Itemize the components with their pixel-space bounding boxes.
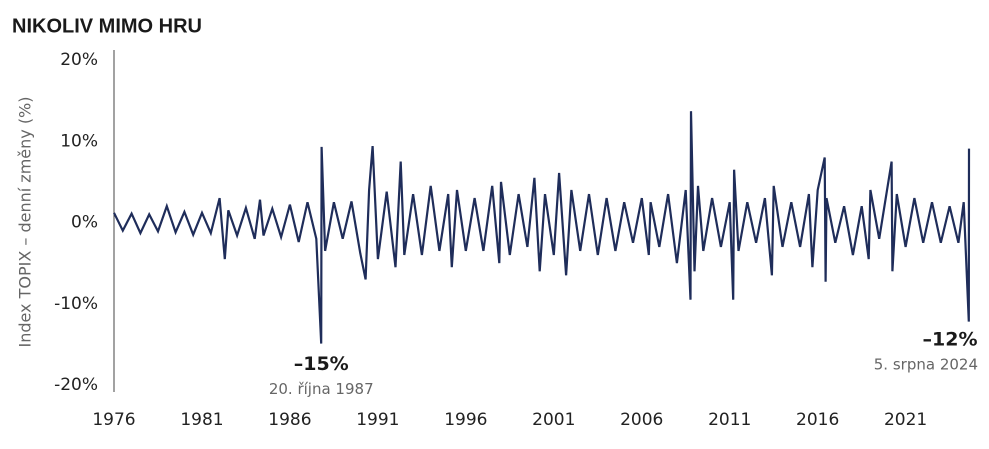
y-tick-label: 20% [60,50,98,70]
x-tick-label: 2006 [620,410,663,430]
annotation-value: –15% [294,353,349,375]
annotation-date: 5. srpna 2024 [874,356,978,374]
y-tick-label: -10% [54,294,98,314]
x-tick-label: 2001 [532,410,575,430]
x-tick-label: 1981 [180,410,223,430]
y-tick-label: 0% [71,213,98,233]
y-tick-label: 10% [60,131,98,151]
x-tick-label: 2016 [796,410,839,430]
y-tick-label: -20% [54,375,98,395]
x-tick-label: 1976 [92,410,135,430]
x-tick-label: 2021 [884,410,927,430]
x-tick-label: 1986 [268,410,311,430]
x-tick-label: 1991 [356,410,399,430]
x-tick-label: 1996 [444,410,487,430]
y-axis-label: Index TOPIX – denní změny (%) [16,96,35,347]
annotation-value: –12% [923,329,978,351]
x-tick-label: 2011 [708,410,751,430]
series-line [113,111,971,344]
annotation-date: 20. října 1987 [269,380,374,398]
chart-title: NIKOLIV MIMO HRU [12,15,202,37]
